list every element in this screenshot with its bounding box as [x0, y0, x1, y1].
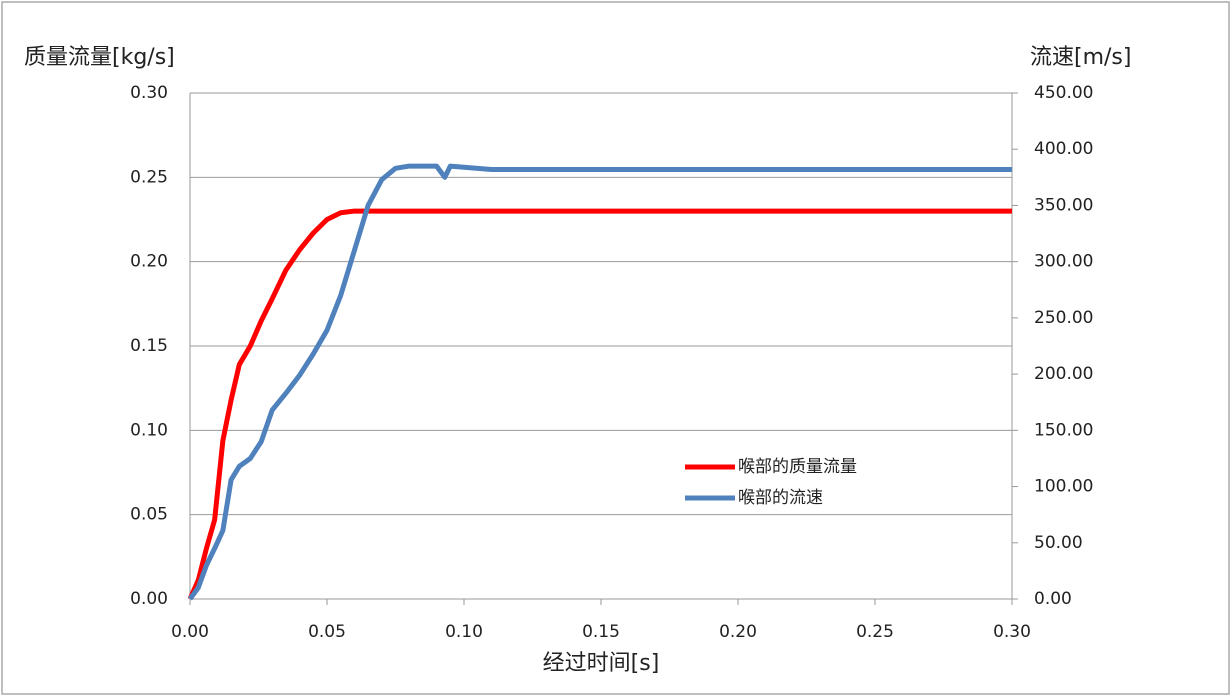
- legend-label: 喉部的流速: [738, 488, 823, 508]
- y2-tick-label: 450.00: [1034, 83, 1093, 103]
- y-tick-label: 0.30: [130, 83, 168, 103]
- x-tick-label: 0.20: [719, 622, 757, 642]
- x-tick-label: 0.10: [445, 622, 483, 642]
- y-tick-label: 0.25: [130, 167, 168, 187]
- x-tick-label: 0.15: [582, 622, 620, 642]
- legend-label: 喉部的质量流量: [738, 457, 857, 477]
- y2-axis-title: 流速[m/s]: [1030, 45, 1131, 70]
- y2-tick-label: 100.00: [1034, 477, 1093, 497]
- y2-tick-label: 0.00: [1034, 589, 1072, 609]
- y2-tick-label: 250.00: [1034, 308, 1093, 328]
- y-tick-label: 0.20: [130, 252, 168, 272]
- y-tick-label: 0.15: [130, 336, 168, 356]
- x-tick-label: 0.00: [171, 622, 209, 642]
- y2-tick-label: 400.00: [1034, 139, 1093, 159]
- x-axis-title: 经过时间[s]: [543, 651, 660, 676]
- y2-tick-label: 350.00: [1034, 195, 1093, 215]
- y-tick-label: 0.05: [130, 505, 168, 525]
- series-line: [187, 163, 1012, 601]
- y2-tick-label: 300.00: [1034, 252, 1093, 272]
- x-tick-label: 0.25: [856, 622, 894, 642]
- y2-tick-label: 150.00: [1034, 420, 1093, 440]
- x-tick-label: 0.05: [308, 622, 346, 642]
- y-tick-label: 0.00: [130, 589, 168, 609]
- y-axis-title: 质量流量[kg/s]: [24, 45, 175, 70]
- y2-tick-label: 200.00: [1034, 364, 1093, 384]
- x-tick-label: 0.30: [993, 622, 1031, 642]
- y-tick-label: 0.10: [130, 420, 168, 440]
- series-line: [187, 208, 1012, 601]
- y2-tick-label: 50.00: [1034, 533, 1083, 553]
